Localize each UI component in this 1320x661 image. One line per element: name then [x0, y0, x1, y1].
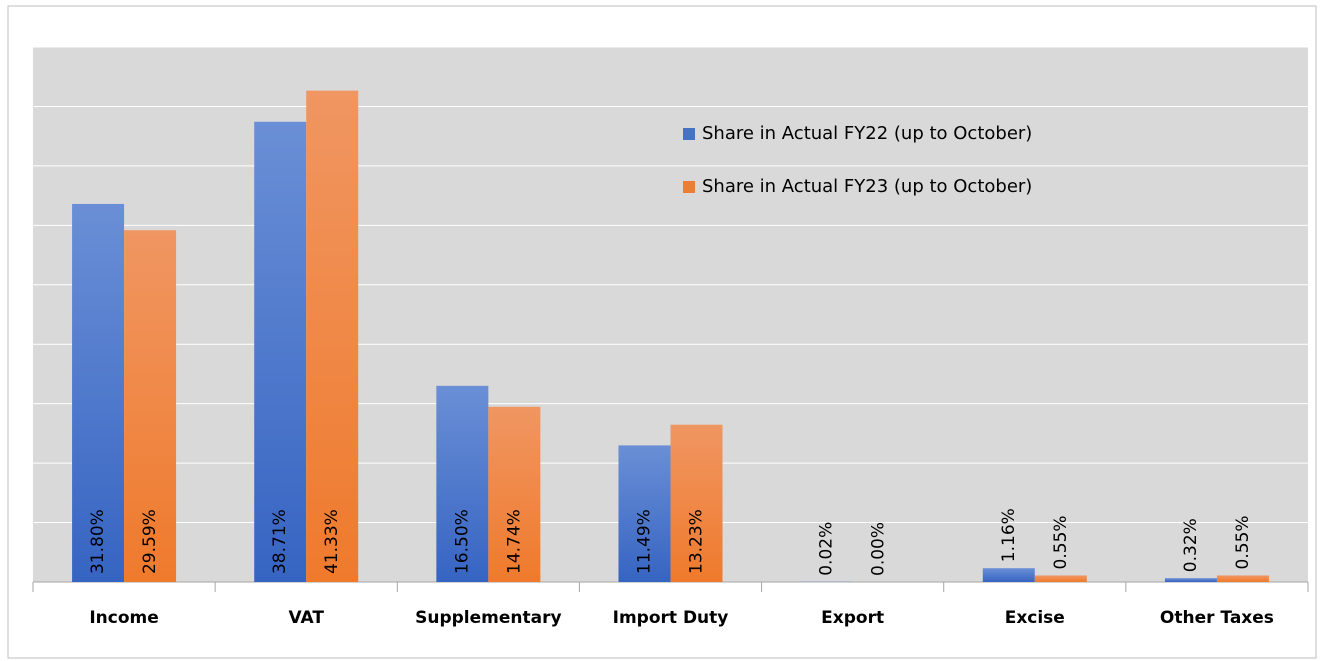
bar	[1034, 575, 1087, 582]
legend-swatch	[683, 128, 695, 140]
data-label: 0.55%	[1051, 515, 1071, 569]
data-label: 38.71%	[270, 509, 290, 574]
data-label: 41.33%	[322, 509, 342, 574]
bar	[124, 230, 177, 583]
bar	[1164, 578, 1217, 582]
bar	[670, 424, 723, 582]
bar	[618, 445, 671, 582]
bar	[1216, 575, 1269, 582]
x-tick-label: Income	[89, 608, 158, 628]
data-label: 0.00%	[869, 522, 889, 576]
data-label: 31.80%	[88, 509, 108, 574]
legend-label: Share in Actual FY22 (up to October)	[702, 123, 1032, 144]
bar	[72, 203, 125, 582]
bar	[436, 385, 489, 582]
legend-swatch	[683, 181, 695, 193]
data-label: 0.02%	[817, 522, 837, 576]
bar	[488, 406, 541, 582]
legend-label: Share in Actual FY23 (up to October)	[702, 176, 1032, 197]
x-tick-label: Supplementary	[415, 608, 561, 628]
data-label: 29.59%	[140, 509, 160, 574]
data-label: 16.50%	[452, 509, 472, 574]
data-label: 13.23%	[687, 509, 707, 574]
data-label: 0.55%	[1233, 515, 1253, 569]
x-tick-label: Export	[821, 608, 884, 628]
bar	[306, 90, 359, 582]
data-label: 0.32%	[1181, 518, 1201, 572]
data-label: 1.16%	[999, 508, 1019, 562]
data-label: 14.74%	[504, 509, 524, 574]
bar	[254, 121, 307, 582]
x-tick-label: Other Taxes	[1160, 608, 1274, 628]
x-tick-label: VAT	[288, 608, 324, 628]
x-tick-label: Excise	[1005, 608, 1065, 628]
data-label: 11.49%	[635, 509, 655, 574]
x-tick-label: Import Duty	[613, 608, 729, 628]
bar	[982, 568, 1035, 582]
